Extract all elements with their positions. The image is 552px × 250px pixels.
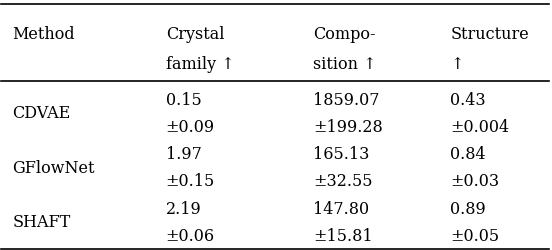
Text: ±32.55: ±32.55: [314, 173, 373, 190]
Text: Method: Method: [12, 26, 75, 43]
Text: ±0.004: ±0.004: [450, 119, 509, 136]
Text: 0.43: 0.43: [450, 92, 486, 109]
Text: 0.89: 0.89: [450, 200, 486, 218]
Text: sition ↑: sition ↑: [314, 56, 377, 73]
Text: 0.15: 0.15: [166, 92, 201, 109]
Text: ↑: ↑: [450, 56, 464, 73]
Text: ±0.05: ±0.05: [450, 228, 500, 245]
Text: ±0.09: ±0.09: [166, 119, 215, 136]
Text: ±0.03: ±0.03: [450, 173, 500, 190]
Text: family ↑: family ↑: [166, 56, 234, 73]
Text: Structure: Structure: [450, 26, 529, 43]
Text: CDVAE: CDVAE: [12, 106, 71, 122]
Text: GFlowNet: GFlowNet: [12, 160, 95, 177]
Text: 1859.07: 1859.07: [314, 92, 380, 109]
Text: 1.97: 1.97: [166, 146, 201, 163]
Text: Crystal: Crystal: [166, 26, 224, 43]
Text: 147.80: 147.80: [314, 200, 370, 218]
Text: ±15.81: ±15.81: [314, 228, 373, 245]
Text: 0.84: 0.84: [450, 146, 486, 163]
Text: ±0.15: ±0.15: [166, 173, 215, 190]
Text: 165.13: 165.13: [314, 146, 370, 163]
Text: SHAFT: SHAFT: [12, 214, 71, 231]
Text: Compo-: Compo-: [314, 26, 376, 43]
Text: ±199.28: ±199.28: [314, 119, 383, 136]
Text: ±0.06: ±0.06: [166, 228, 215, 245]
Text: 2.19: 2.19: [166, 200, 201, 218]
